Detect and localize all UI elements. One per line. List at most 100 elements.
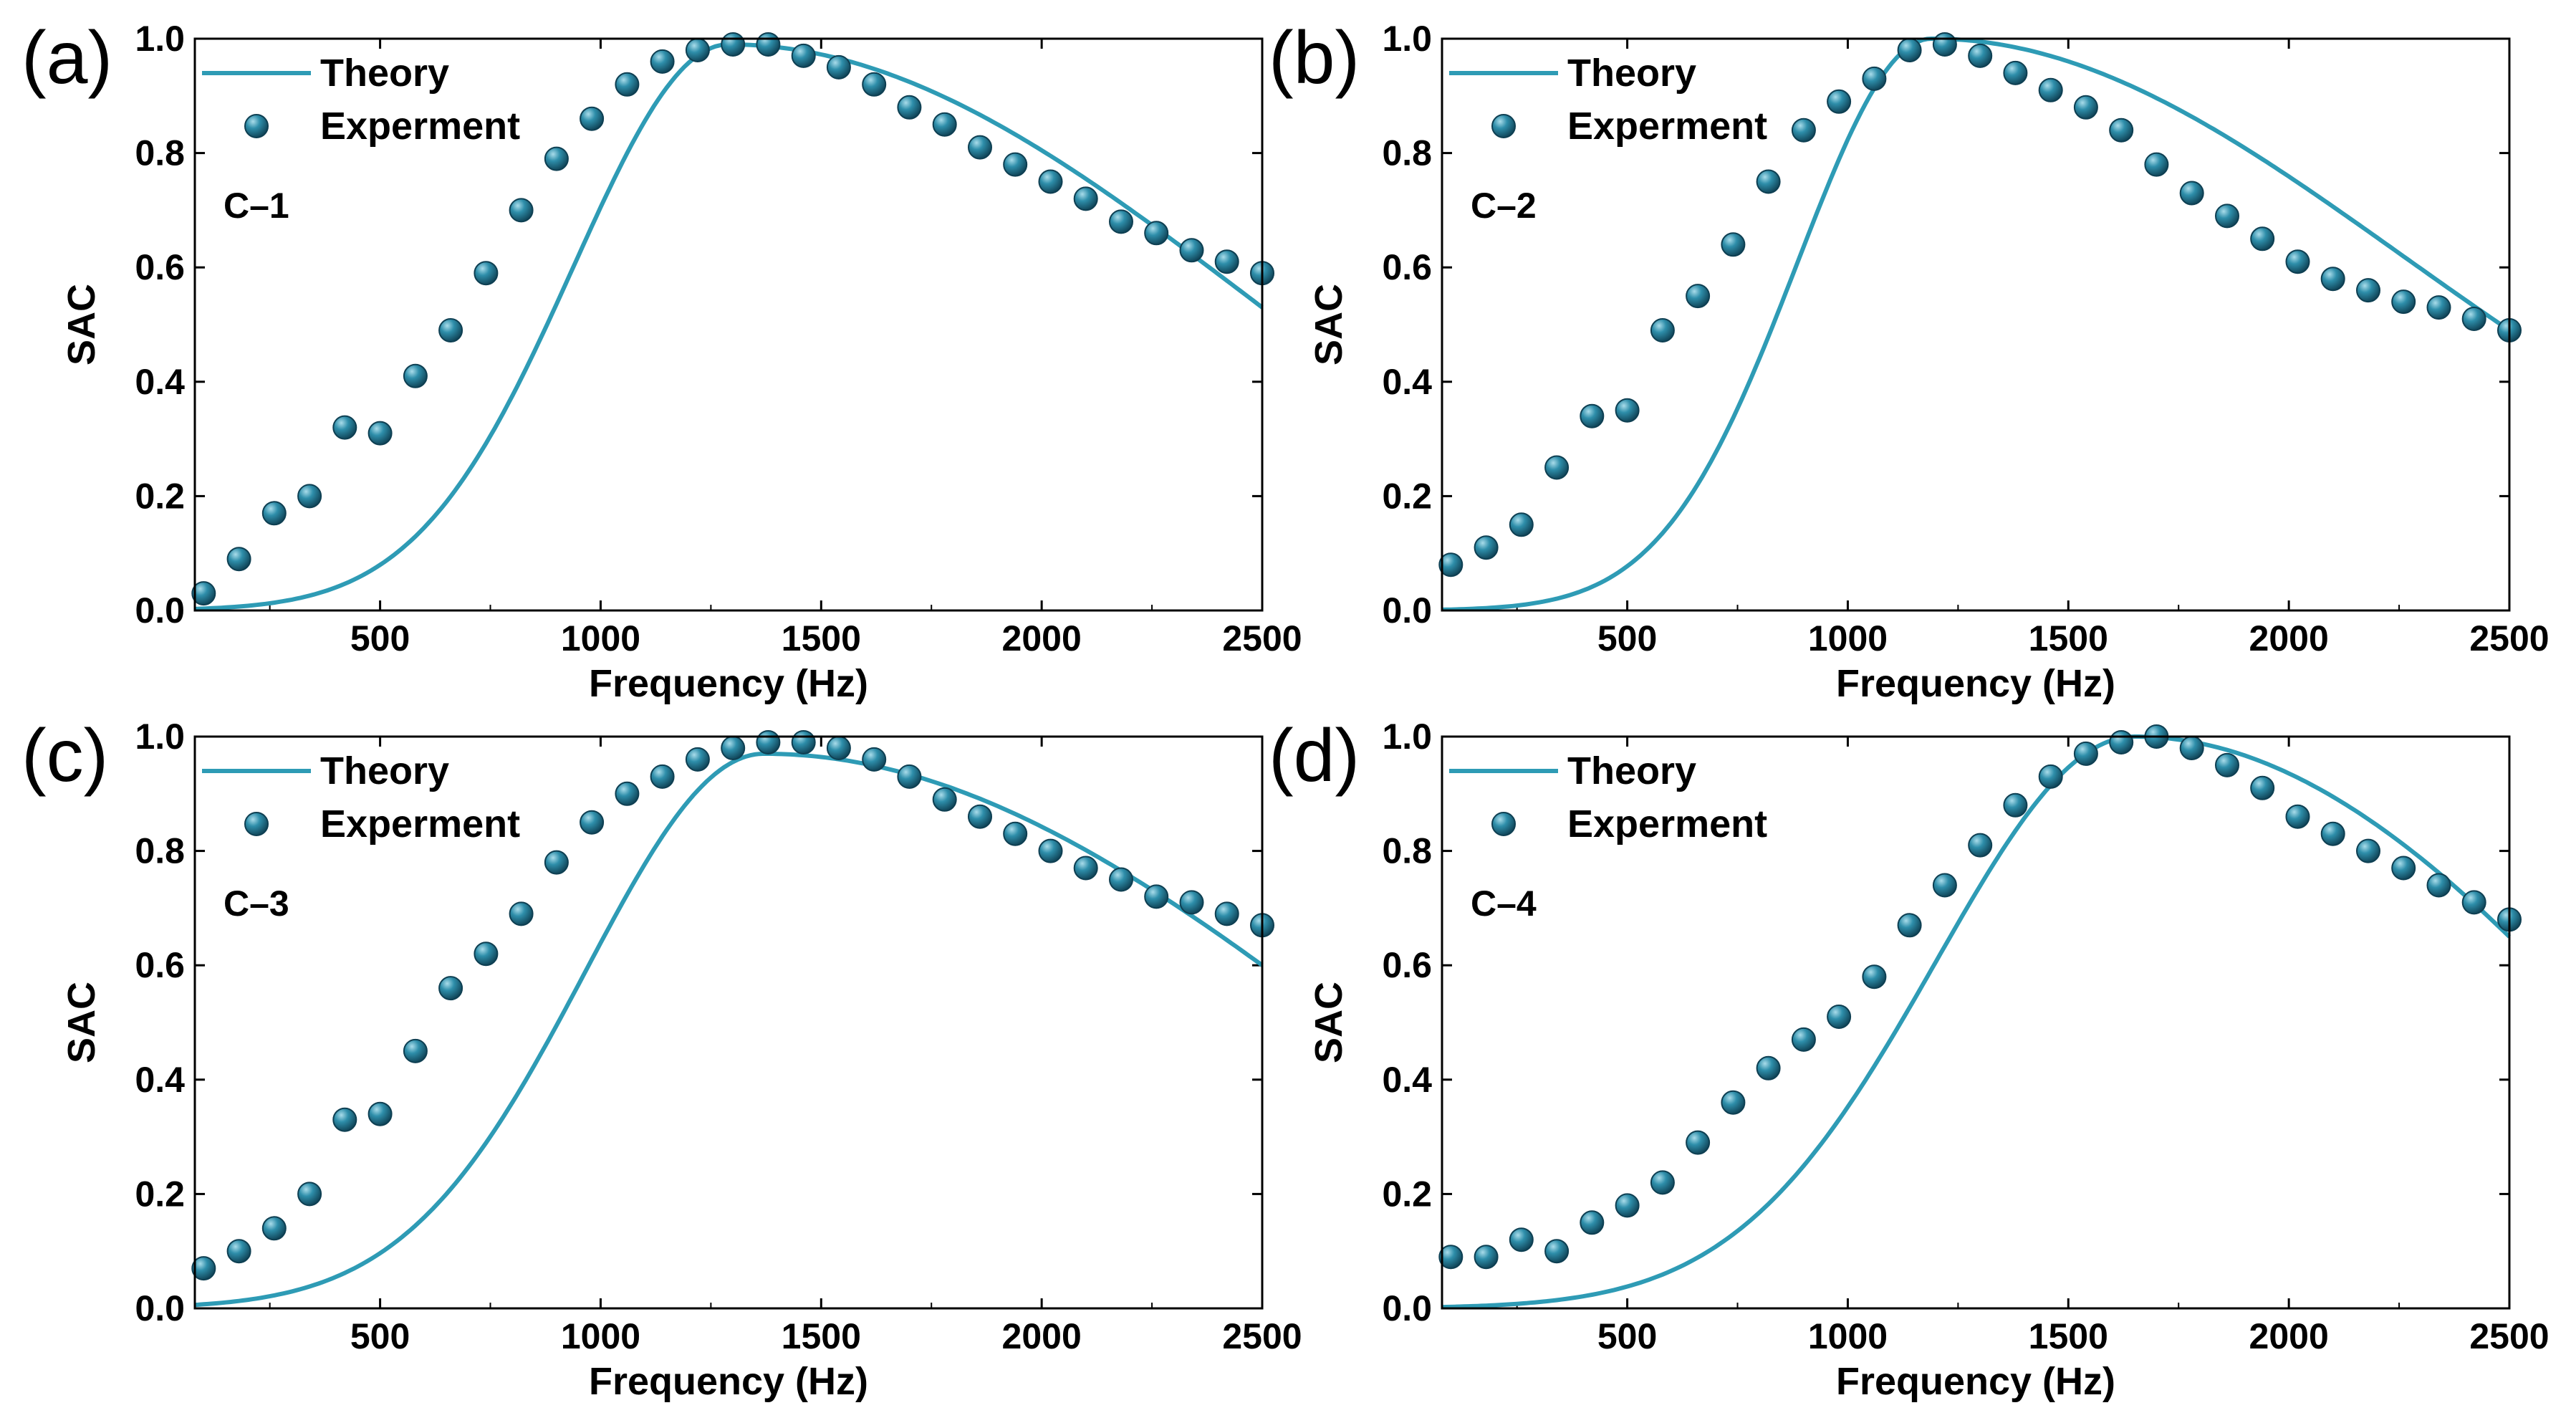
experiment-point xyxy=(1580,1210,1605,1235)
y-tick-label: 0.8 xyxy=(1382,133,1432,173)
x-tick-label: 1500 xyxy=(2029,618,2108,658)
experiment-point xyxy=(1968,43,1993,68)
experiment-point xyxy=(1109,867,1133,892)
y-tick-label: 0.0 xyxy=(135,590,185,631)
legend-theory-label: Theory xyxy=(320,52,449,95)
chart-panel-b: (b) 0.0 0.2 0.4 0.6 0.8 1.0 500 1000 1500 2000 2500… xyxy=(1269,16,2549,705)
y-tick-label: 0.8 xyxy=(135,831,185,871)
experiment-point xyxy=(403,1038,428,1063)
experiment-point xyxy=(226,1239,251,1264)
panel-letter: (b) xyxy=(1269,16,1360,100)
legend-theory-label: Theory xyxy=(320,749,449,792)
experiment-point xyxy=(474,942,499,967)
panel-letter: (d) xyxy=(1269,714,1360,797)
experiment-point xyxy=(1897,38,1922,62)
experiment-point xyxy=(721,32,746,57)
experiment-point xyxy=(438,976,463,1001)
experiment-point xyxy=(1214,901,1239,926)
x-tick-label: 2500 xyxy=(2469,618,2549,658)
legend: Theory Experment xyxy=(1449,749,1767,845)
experiment-point xyxy=(932,787,957,812)
legend: Theory Experment xyxy=(202,52,520,148)
experiment-point xyxy=(2038,77,2063,102)
experiment-point xyxy=(1580,403,1605,428)
chart-panel-a: (a) 0.0 0.2 0.4 0.6 0.8 1.0 500 1000 1500 2000 2500… xyxy=(21,16,1302,705)
experiment-point xyxy=(862,747,887,772)
y-axis-title: SAC xyxy=(1307,284,1350,365)
experiment-point xyxy=(2461,307,2486,331)
x-tick-label: 1000 xyxy=(561,1316,640,1356)
x-tick-label: 2500 xyxy=(1222,1316,1302,1356)
experiment-point xyxy=(968,804,992,829)
x-tick-label: 1500 xyxy=(2029,1316,2108,1356)
experiment-point xyxy=(2215,203,2239,229)
experiment-point xyxy=(2461,890,2486,915)
experiment-point xyxy=(2073,95,2098,120)
experiment-point xyxy=(685,38,710,62)
experiment-point xyxy=(2391,289,2416,315)
y-tick-label: 0.6 xyxy=(1382,247,1432,287)
experiment-point xyxy=(2003,792,2028,818)
experiment-point xyxy=(1073,856,1098,881)
experiment-point xyxy=(332,415,357,440)
experiment-point xyxy=(615,781,640,806)
experiment-point xyxy=(1650,1170,1675,1195)
sample-label: C–3 xyxy=(224,883,289,924)
experiment-point xyxy=(1650,318,1675,342)
legend-experiment-swatch xyxy=(1491,812,1516,836)
x-axis-title: Frequency (Hz) xyxy=(589,1360,868,1403)
y-tick-label: 0.6 xyxy=(1382,945,1432,985)
y-axis-title: SAC xyxy=(60,284,103,365)
experiment-point xyxy=(580,106,605,131)
experiment-point xyxy=(2179,736,2204,760)
experiment-point xyxy=(509,198,534,223)
plot-frame xyxy=(193,37,1264,612)
panel-letter: (c) xyxy=(21,714,108,797)
x-tick-label: 2500 xyxy=(2469,1316,2549,1356)
experiment-point xyxy=(826,54,851,80)
experiment-point xyxy=(1474,535,1499,560)
plot-frame xyxy=(1441,735,2511,1310)
y-tick-label: 0.4 xyxy=(1382,1060,1432,1100)
experiment-point xyxy=(1144,884,1169,909)
experiment-point xyxy=(2391,856,2416,881)
experiment-point xyxy=(650,764,675,789)
experiment-point xyxy=(1544,455,1570,480)
y-tick-label: 0.8 xyxy=(135,133,185,173)
experiment-point xyxy=(1791,1027,1816,1052)
legend: Theory Experment xyxy=(1449,52,1767,148)
experiment-point xyxy=(1509,1227,1534,1252)
experiment-point xyxy=(2285,249,2310,274)
panels-group: (a) 0.0 0.2 0.4 0.6 0.8 1.0 500 1000 1500 2000 2500… xyxy=(21,16,2549,1403)
experiment-point xyxy=(932,112,957,137)
legend-experiment-swatch xyxy=(244,812,269,836)
experiment-point xyxy=(1179,890,1204,915)
experiment-point xyxy=(1144,221,1169,246)
x-tick-label: 2000 xyxy=(2249,1316,2329,1356)
experiment-point xyxy=(2215,752,2239,777)
experiment-point xyxy=(438,318,463,342)
experiment-point xyxy=(1438,1245,1464,1270)
experiment-point xyxy=(1615,1193,1640,1218)
experiment-point xyxy=(791,730,816,754)
experiment-point xyxy=(1686,284,1711,309)
experiment-point xyxy=(1721,232,1746,257)
experiment-point xyxy=(2250,226,2275,251)
x-tick-label: 2000 xyxy=(1002,618,1082,658)
experiment-point xyxy=(297,484,322,509)
x-tick-label: 1500 xyxy=(782,1316,861,1356)
experiment-point xyxy=(615,72,640,97)
experiment-point xyxy=(1827,1005,1852,1029)
x-tick-label: 500 xyxy=(350,1316,410,1356)
experiment-point xyxy=(897,95,922,120)
experiment-point xyxy=(191,1256,216,1281)
experiment-point xyxy=(1862,66,1887,91)
sample-label: C–4 xyxy=(1471,883,1537,924)
x-tick-label: 1000 xyxy=(561,618,640,658)
experiment-point xyxy=(791,43,816,68)
experiment-point xyxy=(403,363,428,388)
x-axis-title: Frequency (Hz) xyxy=(1836,1360,2115,1403)
experiment-point xyxy=(1932,873,1957,898)
y-tick-label: 0.0 xyxy=(1382,1288,1432,1328)
x-tick-label: 500 xyxy=(1597,1316,1657,1356)
